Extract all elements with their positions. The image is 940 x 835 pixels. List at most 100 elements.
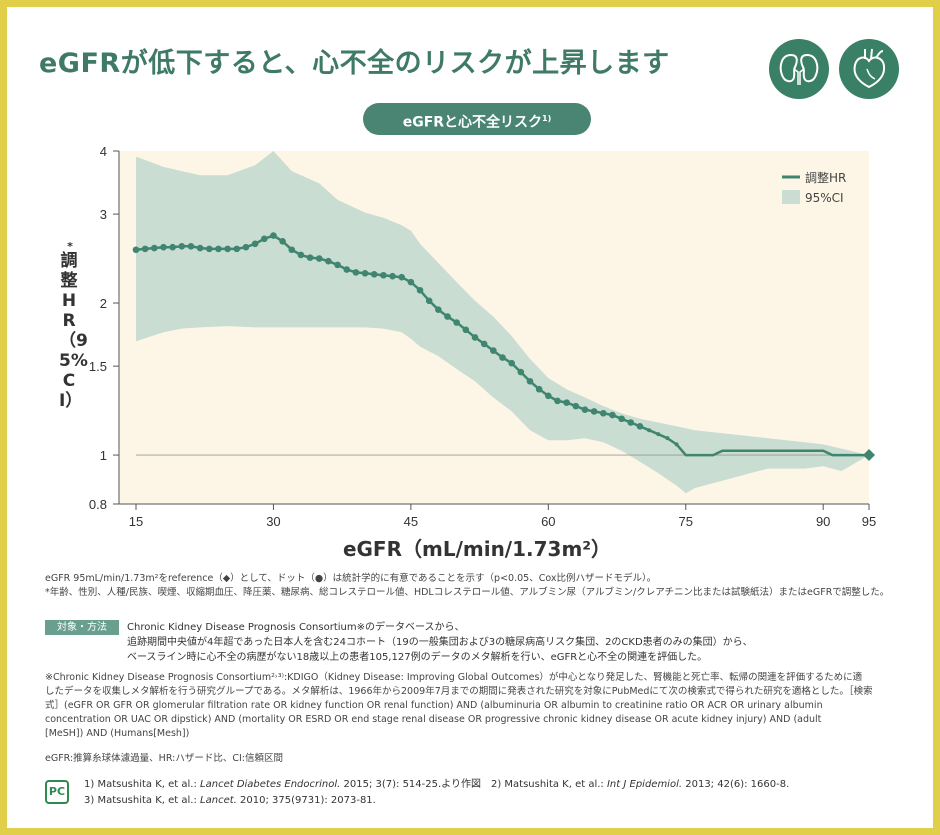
hr-point: [627, 419, 635, 426]
hr-point: [517, 368, 525, 376]
hr-point: [425, 297, 433, 305]
x-tick-label: 90: [816, 514, 830, 529]
hr-point: [674, 442, 679, 447]
page-title: eGFRが低下すると、心不全のリスクが上昇します: [39, 48, 670, 79]
kidney-icon: [769, 39, 829, 99]
hr-point: [471, 334, 479, 341]
hr-point: [343, 266, 351, 273]
hr-point: [462, 326, 470, 334]
hr-point: [665, 436, 670, 441]
hr-point: [151, 244, 158, 252]
y-tick-label: 1: [100, 448, 107, 463]
hr-point: [352, 269, 360, 276]
hr-point: [656, 432, 661, 437]
x-tick-label: 75: [679, 514, 693, 529]
hr-point: [242, 243, 250, 251]
note-reference: eGFR 95mL/min/1.73m²をreference（◆）として、ドット…: [45, 573, 657, 584]
hr-point: [132, 246, 140, 254]
hr-point: [334, 261, 341, 269]
hr-point: [647, 428, 652, 433]
method-tag: 対象・方法: [45, 620, 119, 635]
hr-point: [590, 408, 598, 415]
hr-point: [554, 397, 561, 405]
hr-point: [279, 238, 286, 245]
hr-point: [581, 406, 589, 413]
method-line: 追跡期間中央値が4年超であった日本人を含む24コホート（19の一般集団および3の…: [127, 637, 753, 648]
hr-point: [490, 347, 497, 354]
consortium-line: concentration OR UAC OR dipstick) AND (m…: [45, 714, 822, 725]
x-tick-label: 60: [541, 514, 555, 529]
x-tick-label: 15: [129, 514, 143, 529]
y-tick-label: 1.5: [89, 359, 107, 374]
consortium-line: [MeSH]) AND (Humans[Mesh]): [45, 728, 190, 739]
hr-point: [325, 257, 332, 265]
references: 1) Matsushita K, et al.: Lancet Diabetes…: [84, 777, 789, 809]
hr-point: [380, 271, 387, 279]
hr-point: [160, 243, 167, 251]
hr-point: [233, 245, 241, 253]
hr-point: [389, 272, 396, 280]
hr-point: [206, 245, 213, 253]
hr-point: [636, 423, 644, 430]
hr-point: [435, 306, 442, 314]
hr-point: [141, 245, 149, 253]
hr-point: [370, 270, 378, 278]
y-tick-label: 4: [100, 144, 107, 159]
consortium-line: 式］(eGFR OR GFR OR glomerular filtration …: [45, 700, 823, 711]
consortium-line: したデータを収集しメタ解析を行う研究グループである。メタ解析は、1966年から2…: [45, 686, 873, 697]
hr-point: [187, 243, 195, 250]
y-axis-label: * 調整HR（95%CI）: [59, 240, 88, 411]
hr-point: [453, 319, 460, 326]
legend-ci-swatch: [782, 190, 800, 204]
hr-point: [224, 245, 231, 253]
y-axis-label-text: 調整HR（95%CI）: [59, 251, 88, 411]
consortium-line: ※Chronic Kidney Disease Prognosis Consor…: [45, 672, 863, 683]
legend-hr-label: 調整HR: [805, 170, 846, 185]
hr-point: [499, 354, 506, 361]
hr-point: [215, 245, 222, 253]
hr-point: [416, 286, 424, 294]
pc-logo: PC: [45, 780, 69, 804]
hr-point: [306, 254, 314, 261]
hr-point: [196, 244, 204, 252]
method-line: ベースライン時に心不全の病歴がない18歳以上の患者105,127例のデータのメタ…: [127, 652, 708, 663]
hr-point: [407, 278, 415, 286]
hr-point: [315, 255, 323, 262]
hr-point: [599, 409, 607, 417]
hr-point: [398, 273, 406, 281]
hr-point: [563, 399, 570, 406]
hr-point: [572, 402, 580, 410]
hr-point: [288, 246, 296, 254]
reference-diamond: [863, 449, 875, 462]
consortium-note: ※Chronic Kidney Disease Prognosis Consor…: [45, 671, 905, 741]
x-tick-label: 45: [404, 514, 418, 529]
hr-point: [297, 251, 305, 259]
hr-point: [526, 377, 534, 385]
note-adjustment: *年齢、性別、人種/民族、喫煙、収縮期血圧、降圧薬、糖尿病、総コレステロール値、…: [45, 587, 890, 598]
hr-point: [618, 415, 625, 423]
x-axis-label: eGFR（mL/min/1.73m²）: [342, 537, 612, 561]
hr-point: [535, 385, 543, 393]
chart-svg: 0.8 1 1.5 2 3 4 15 30 45 60 75 90 95 調整HR 95%CI: [89, 144, 876, 529]
chart-subtitle-pill: eGFRと心不全リスク1): [363, 103, 591, 135]
y-tick-label: 0.8: [89, 497, 107, 512]
method-line: Chronic Kidney Disease Prognosis Consort…: [127, 622, 465, 633]
hr-point: [444, 313, 451, 320]
hr-point: [270, 232, 277, 239]
hr-point: [251, 240, 259, 248]
method-text: Chronic Kidney Disease Prognosis Consort…: [127, 620, 753, 665]
hr-point: [178, 243, 186, 250]
x-tick-label: 30: [266, 514, 280, 529]
reference-line: 1) Matsushita K, et al.: Lancet Diabetes…: [84, 779, 790, 790]
abbreviations: eGFR:推算糸球体濾過量、HR:ハザード比、CI:信頼区間: [45, 753, 283, 764]
y-tick-label: 2: [100, 296, 107, 311]
chart-subtitle: eGFRと心不全リスク: [402, 114, 543, 131]
hr-point: [609, 411, 616, 419]
hr-point: [260, 235, 268, 243]
y-axis-label-mark: *: [67, 240, 73, 253]
hr-point: [545, 392, 552, 400]
subtitle-ref: 1): [542, 114, 552, 123]
y-tick-label: 3: [100, 207, 107, 222]
hr-point: [169, 243, 176, 251]
